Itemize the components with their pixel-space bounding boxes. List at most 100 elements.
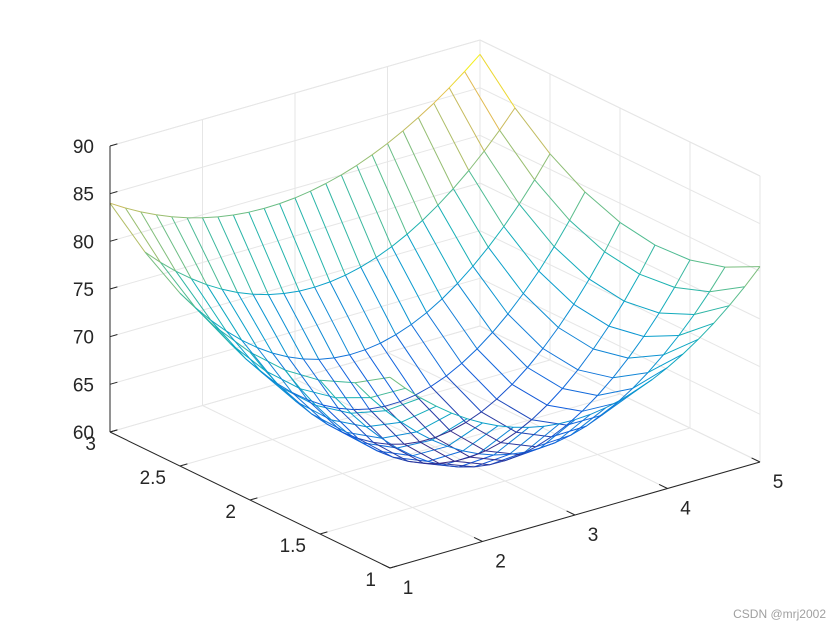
mesh-segment: [331, 419, 367, 428]
mesh-segment: [477, 426, 514, 455]
mesh-segment: [417, 117, 454, 189]
mesh-segment: [404, 441, 420, 445]
mesh-segment: [295, 401, 313, 415]
mesh-segment: [406, 233, 443, 300]
mesh-segment: [287, 356, 324, 406]
mesh-segment: [399, 401, 436, 438]
mesh-segment: [392, 456, 428, 462]
mesh-segment: [535, 436, 552, 448]
mesh-segment: [426, 298, 443, 313]
z-tick-mark: [109, 334, 118, 338]
mesh-segment: [621, 389, 637, 401]
mesh-segment: [520, 446, 537, 456]
y-tick-mark: [179, 463, 188, 467]
mesh-segment: [373, 441, 409, 462]
mesh-segment: [597, 388, 633, 396]
mesh-segment: [380, 334, 397, 344]
mesh-segment: [171, 216, 188, 219]
mesh-segment: [474, 453, 510, 468]
mesh-segment: [431, 439, 448, 447]
mesh-segment: [643, 312, 660, 337]
mesh-segment: [627, 336, 645, 359]
mesh-segment: [573, 303, 610, 327]
mesh-segment: [156, 214, 172, 218]
mesh-segment: [319, 379, 336, 399]
mesh-segment: [558, 327, 594, 350]
mesh-segment: [452, 170, 470, 189]
mesh-segment: [283, 293, 320, 360]
mesh-segment: [217, 216, 254, 295]
mesh-segment: [697, 322, 715, 340]
mesh-segment: [214, 326, 231, 345]
mesh-segment: [322, 404, 359, 439]
mesh-segment: [474, 464, 490, 468]
mesh-segment: [341, 164, 357, 176]
mesh-segment: [311, 413, 328, 425]
mesh-segment: [264, 203, 280, 209]
mesh-segment: [412, 445, 448, 457]
mesh-segment: [577, 369, 614, 379]
mesh-segment: [356, 165, 393, 247]
mesh-segment: [402, 117, 419, 132]
mesh-segment: [573, 278, 590, 305]
mesh-segment: [445, 375, 482, 413]
mesh-segment: [354, 376, 391, 384]
mesh-segment: [403, 443, 440, 464]
y-tick-mark: [319, 531, 328, 535]
mesh-segment: [643, 335, 679, 337]
mesh-segment: [500, 431, 517, 444]
z-tick-label: 90: [73, 137, 94, 158]
mesh-segment: [531, 404, 548, 421]
mesh-segment: [527, 348, 544, 368]
mesh-segment: [493, 427, 530, 456]
mesh-segment: [436, 405, 452, 414]
x-tick-mark: [751, 457, 761, 463]
mesh-segment: [516, 431, 552, 438]
mesh-segment: [384, 401, 401, 407]
back-wall-grid-line: [109, 182, 481, 290]
mesh-segment: [245, 358, 262, 373]
mesh-segment: [302, 358, 339, 409]
mesh-segment: [439, 462, 475, 468]
mesh-segment: [217, 214, 234, 218]
mesh-segment: [350, 412, 367, 428]
mesh-segment: [125, 207, 141, 213]
mesh-segment: [566, 410, 583, 426]
mesh-segment: [415, 394, 451, 432]
mesh-segment: [458, 454, 494, 468]
mesh-segment: [191, 278, 207, 286]
mesh-segment: [249, 351, 266, 372]
mesh-segment: [534, 179, 570, 221]
mesh-segment: [160, 261, 196, 308]
mesh-segment: [500, 442, 536, 448]
mesh-segment: [639, 273, 675, 288]
mesh-segment: [307, 399, 324, 406]
mesh-segment: [461, 363, 498, 400]
back-wall-grid-line: [109, 87, 481, 195]
mesh-segment: [371, 142, 388, 156]
mesh-segment: [744, 266, 761, 288]
y-tick-label: 1: [365, 570, 376, 591]
mesh-segment: [663, 338, 699, 356]
mesh-segment: [230, 343, 247, 360]
mesh-segment: [387, 143, 423, 221]
mesh-segment: [524, 423, 560, 453]
mesh-segment: [225, 330, 262, 373]
mesh-segment: [465, 422, 502, 444]
mesh-segment: [388, 443, 425, 464]
mesh-segment: [604, 222, 621, 253]
mesh-segment: [447, 422, 483, 447]
mesh-segment: [546, 388, 563, 406]
z-tick-label: 80: [73, 232, 94, 253]
mesh-segment: [476, 348, 513, 385]
mesh-segment: [366, 421, 402, 428]
mesh-segment: [405, 387, 422, 399]
mesh-segment: [485, 450, 521, 456]
mesh-segment: [592, 325, 610, 350]
mesh-segment: [408, 460, 424, 464]
mesh-segment: [448, 71, 465, 89]
mesh-segment: [276, 382, 293, 393]
mesh-segment: [481, 411, 517, 433]
mesh-segment: [430, 375, 447, 387]
y-tick-label: 1.5: [280, 536, 306, 557]
